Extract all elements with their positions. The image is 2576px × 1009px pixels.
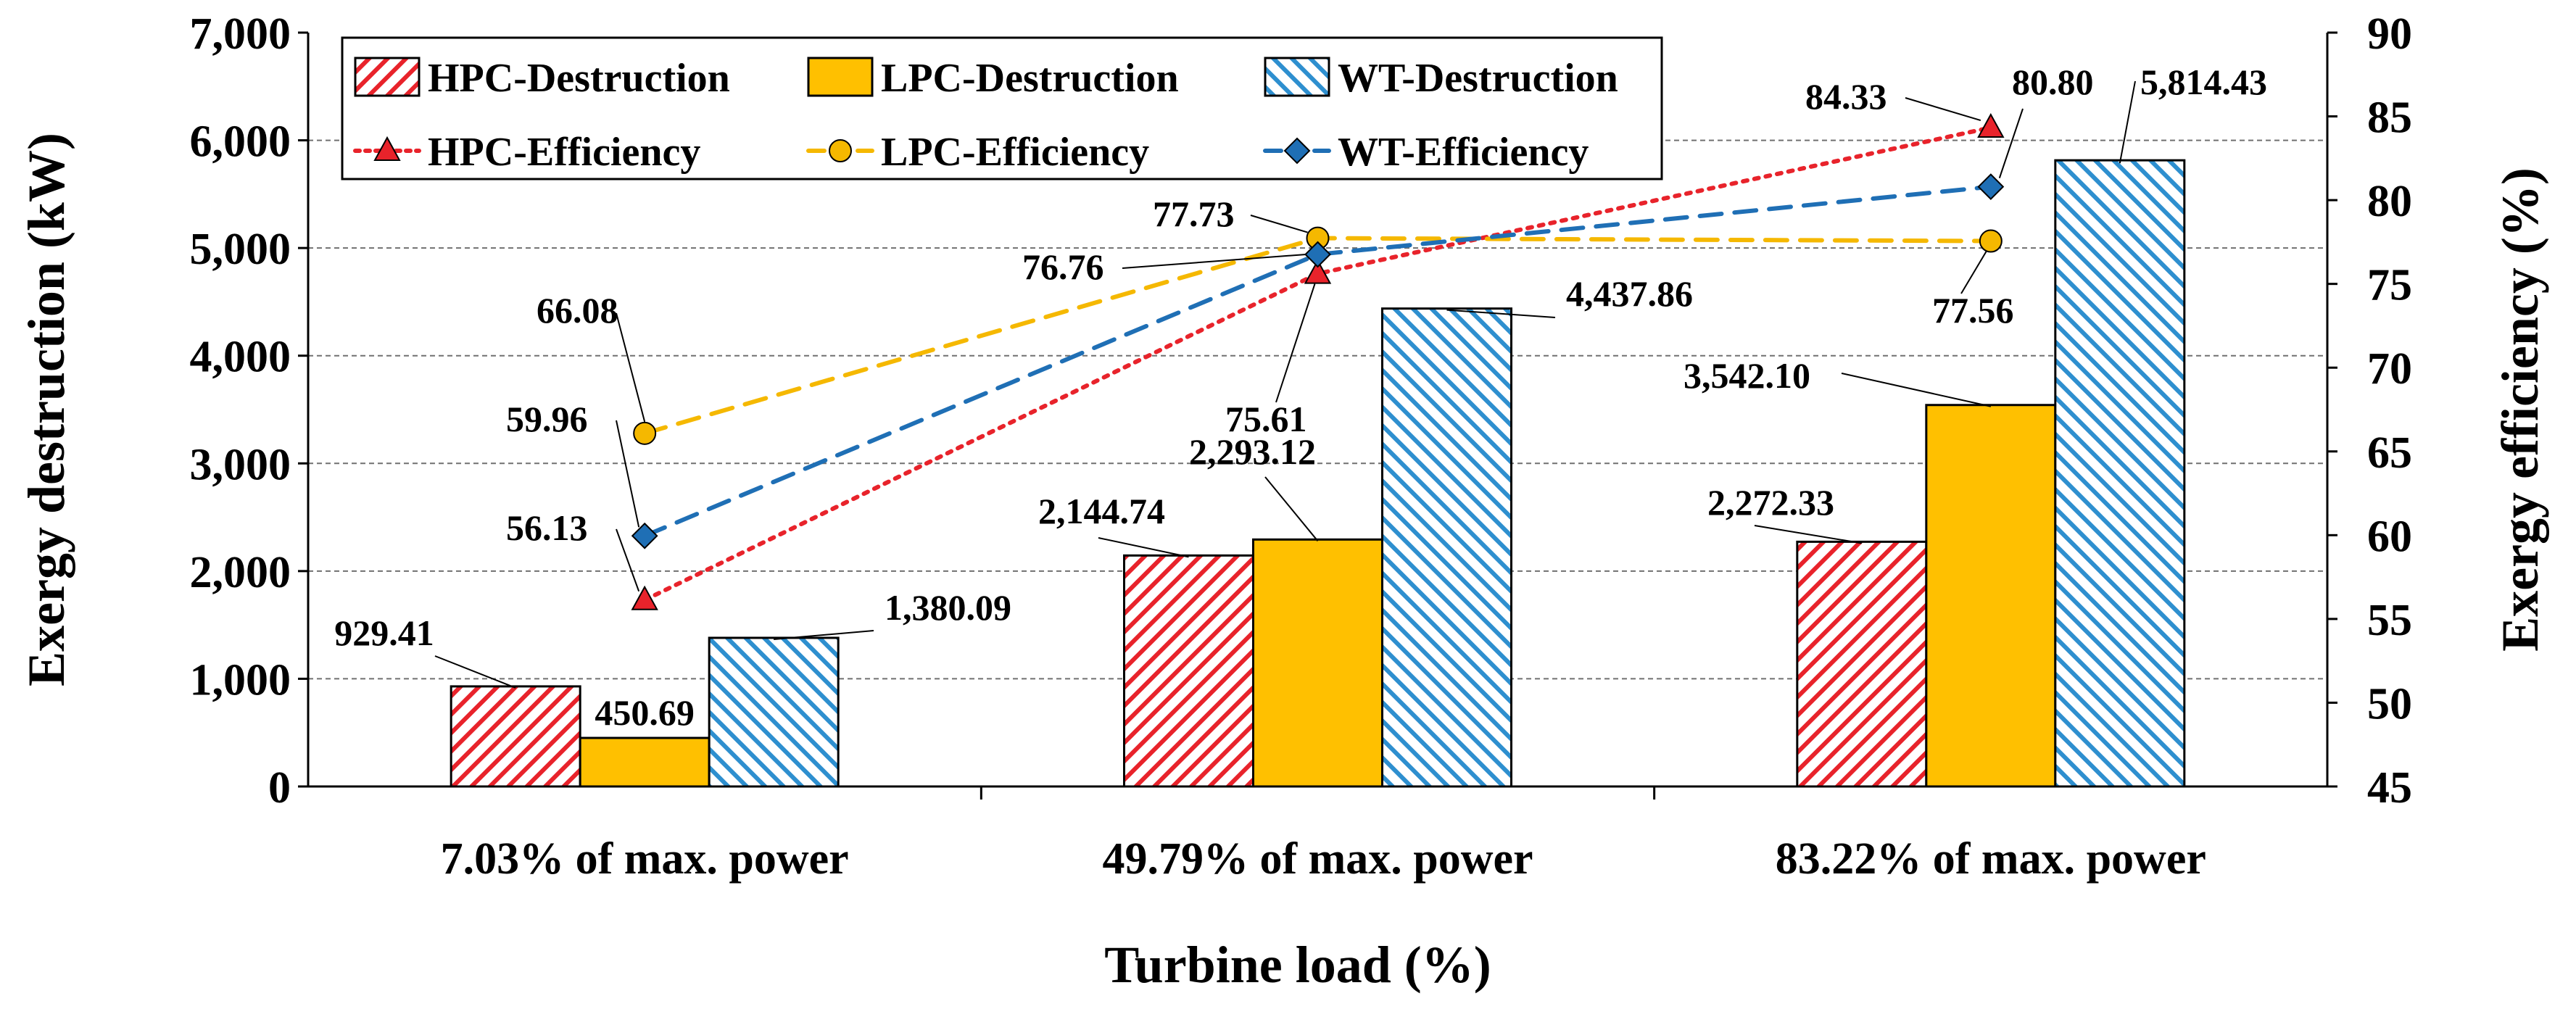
legend-label: WT-Destruction	[1338, 56, 1618, 101]
leader-line	[1905, 97, 1981, 121]
y-tick-label: 4,000	[190, 333, 291, 382]
legend-marker-wt-efficiency	[1283, 137, 1311, 165]
bar-wt-destruction	[1381, 307, 1512, 788]
legend-label: HPC-Efficiency	[428, 130, 700, 175]
data-label: 77.73	[1153, 194, 1235, 234]
y2-axis-title: Exergy efficiency (%)	[2491, 167, 2549, 652]
y2-tick-label: 80	[2367, 177, 2412, 226]
data-label: 2,144.74	[1038, 491, 1165, 531]
x-tick-label: 83.22% of max. power	[1776, 834, 2206, 884]
data-label: 84.33	[1805, 76, 1887, 117]
y-tick-label: 5,000	[190, 225, 291, 274]
y-tick-label: 3,000	[190, 440, 291, 489]
legend-label: HPC-Destruction	[428, 56, 730, 101]
marker-hpc-efficiency	[1304, 259, 1332, 284]
y2-tick-label: 75	[2367, 261, 2412, 310]
x-axis-title: Turbine load (%)	[1104, 936, 1491, 994]
leader-line	[1754, 525, 1862, 544]
x-tick-label: 7.03% of max. power	[441, 834, 849, 884]
marker-wt-efficiency	[1304, 241, 1331, 268]
leader-line	[616, 312, 646, 423]
data-label: 5,814.43	[2140, 62, 2267, 102]
data-label: 59.96	[506, 399, 588, 439]
leader-line	[774, 630, 874, 640]
legend-label: WT-Efficiency	[1338, 130, 1589, 175]
leader-line	[1264, 476, 1319, 541]
data-label: 66.08	[537, 290, 618, 331]
y2-tick-label: 90	[2367, 9, 2412, 59]
y-tick-label: 6,000	[190, 117, 291, 167]
marker-wt-efficiency	[1977, 173, 2005, 201]
legend-marker-hpc-efficiency	[373, 136, 401, 161]
data-label: 929.41	[334, 613, 434, 653]
data-label: 4,437.86	[1566, 273, 1693, 314]
marker-hpc-efficiency	[1977, 112, 2005, 138]
data-label: 80.80	[2012, 62, 2094, 102]
y-tick-label: 7,000	[190, 9, 291, 59]
leader-line	[1841, 373, 1992, 407]
leader-line	[434, 655, 516, 689]
leader-line	[616, 420, 640, 528]
bar-hpc-destruction	[450, 685, 581, 788]
bar-hpc-destruction	[1796, 540, 1928, 788]
leader-line	[1250, 215, 1308, 233]
marker-lpc-efficiency	[1979, 229, 2003, 253]
y-tick-label: 0	[268, 763, 291, 813]
data-label: 450.69	[595, 692, 695, 733]
bar-hpc-destruction	[1123, 554, 1254, 788]
data-label: 77.56	[1932, 290, 2014, 331]
legend-swatch-wt-destruction	[1264, 57, 1330, 97]
leader-line	[1275, 283, 1316, 403]
bar-wt-destruction	[708, 636, 840, 788]
data-label: 76.76	[1022, 246, 1104, 287]
leader-line	[1098, 537, 1189, 558]
y2-tick-label: 60	[2367, 512, 2412, 561]
bar-wt-destruction	[2054, 159, 2186, 788]
leader-line	[1446, 309, 1556, 318]
y2-tick-label: 85	[2367, 94, 2412, 143]
data-label: 2,293.12	[1189, 431, 1316, 472]
legend-swatch-lpc-destruction	[807, 57, 874, 97]
bar-lpc-destruction	[579, 736, 711, 788]
legend-label: LPC-Efficiency	[881, 130, 1149, 175]
legend-label: LPC-Destruction	[881, 56, 1179, 101]
data-label: 3,542.10	[1683, 355, 1810, 396]
marker-wt-efficiency	[631, 522, 658, 549]
data-label: 75.61	[1225, 399, 1307, 439]
y2-tick-label: 50	[2367, 679, 2412, 728]
data-label: 56.13	[506, 507, 588, 548]
y-axis-title: Exergy destruction (kW)	[17, 133, 75, 686]
y2-tick-label: 45	[2367, 763, 2412, 813]
marker-lpc-efficiency	[633, 421, 657, 445]
legend-marker-lpc-efficiency	[829, 139, 852, 162]
y2-tick-label: 55	[2367, 596, 2412, 645]
legend-swatch-hpc-destruction	[354, 57, 421, 97]
y-tick-label: 2,000	[190, 548, 291, 597]
leader-line	[1122, 253, 1306, 269]
y2-tick-label: 65	[2367, 428, 2412, 478]
data-label: 1,380.09	[885, 587, 1011, 628]
y-tick-label: 1,000	[190, 655, 291, 705]
x-tick-label: 49.79% of max. power	[1102, 834, 1533, 884]
leader-line	[616, 528, 640, 592]
legend-box	[341, 36, 1663, 180]
leader-line	[1998, 108, 2024, 178]
marker-hpc-efficiency	[631, 585, 658, 610]
data-label: 2,272.33	[1707, 482, 1834, 523]
leader-line	[1960, 250, 1987, 294]
y2-tick-label: 70	[2367, 344, 2412, 394]
bar-lpc-destruction	[1252, 538, 1383, 788]
bar-lpc-destruction	[1925, 404, 2057, 788]
leader-line	[2119, 80, 2136, 164]
